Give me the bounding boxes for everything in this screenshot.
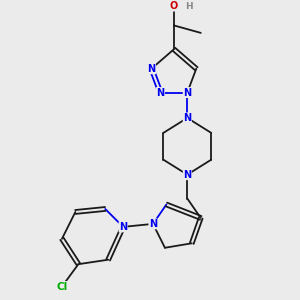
Text: O: O — [170, 1, 178, 11]
Text: N: N — [156, 88, 164, 98]
Text: N: N — [183, 169, 191, 180]
Text: N: N — [183, 113, 191, 123]
Text: N: N — [149, 219, 157, 229]
Text: N: N — [183, 88, 191, 98]
Text: Cl: Cl — [56, 282, 68, 292]
Text: N: N — [119, 222, 127, 232]
Text: N: N — [147, 64, 156, 74]
Text: H: H — [185, 2, 193, 10]
